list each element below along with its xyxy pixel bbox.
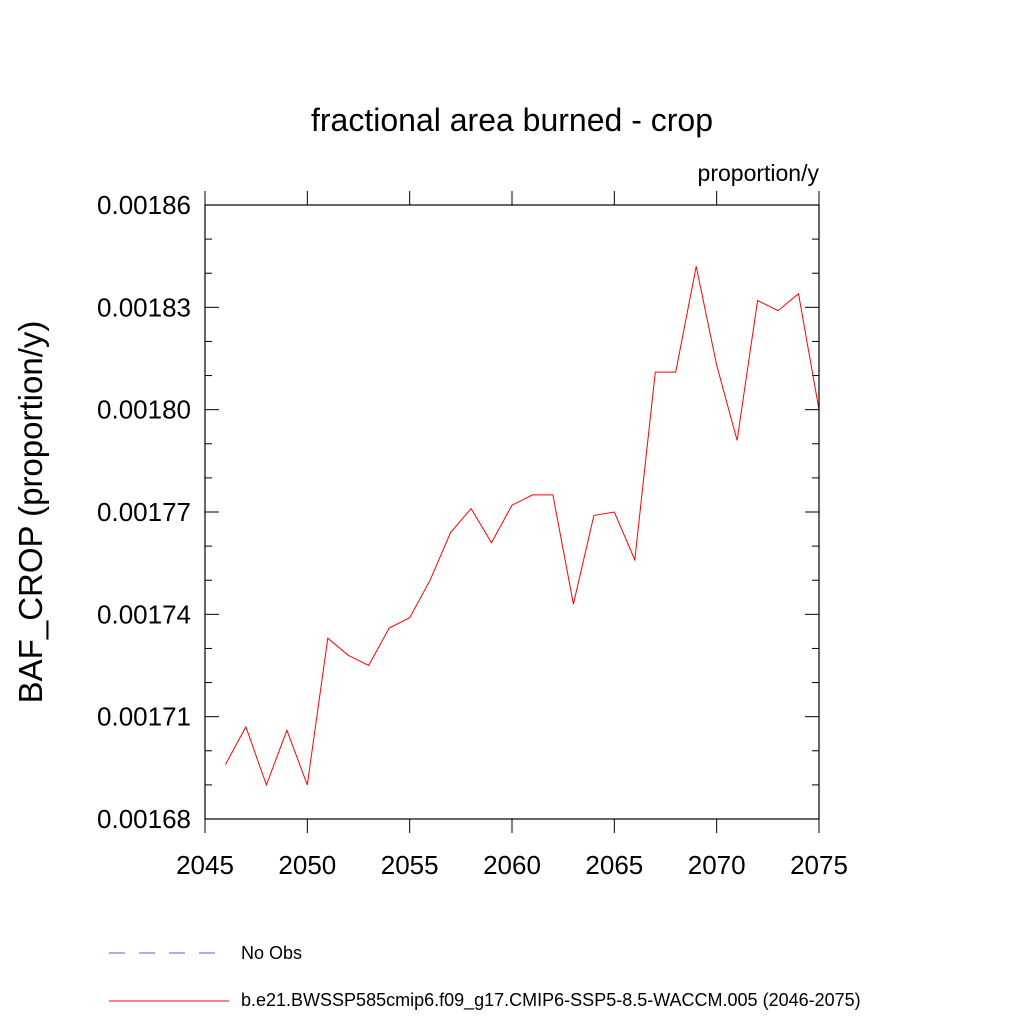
series-line-1 [225, 266, 820, 787]
x-tick-label-2060: 2060 [483, 850, 541, 880]
x-tick-label-2050: 2050 [278, 850, 336, 880]
y-tick-label-1: 0.00171 [97, 702, 191, 732]
x-tick-label-2055: 2055 [381, 850, 439, 880]
y-tick-label-4: 0.00180 [97, 395, 191, 425]
y-tick-label-3: 0.00177 [97, 497, 191, 527]
y-tick-label-0: 0.00168 [97, 804, 191, 834]
x-tick-label-2065: 2065 [585, 850, 643, 880]
y-tick-label-6: 0.00186 [97, 190, 191, 220]
legend: No Obs b.e21.BWSSP585cmip6.f09_g17.CMIP6… [109, 943, 861, 1011]
plot-frame [204, 204, 820, 820]
axis-tick-labels: 2045 2050 2055 2060 2065 2070 2075 0.00168 0.001… [97, 190, 848, 880]
axis-ticks [204, 191, 820, 833]
units-label: proportion/y [698, 160, 820, 186]
series-lines [225, 266, 820, 787]
y-axis-label: BAF_CROP (proportion/y) [12, 321, 49, 704]
y-tick-label-2: 0.00174 [97, 599, 191, 629]
legend-label-no-obs: No Obs [241, 943, 302, 963]
x-tick-label-2045: 2045 [176, 850, 234, 880]
x-tick-label-2070: 2070 [688, 850, 746, 880]
chart-title: fractional area burned - crop [311, 102, 713, 138]
x-tick-label-2075: 2075 [790, 850, 848, 880]
y-tick-label-5: 0.00183 [97, 292, 191, 322]
legend-label-model: b.e21.BWSSP585cmip6.f09_g17.CMIP6-SSP5-8… [241, 990, 861, 1011]
